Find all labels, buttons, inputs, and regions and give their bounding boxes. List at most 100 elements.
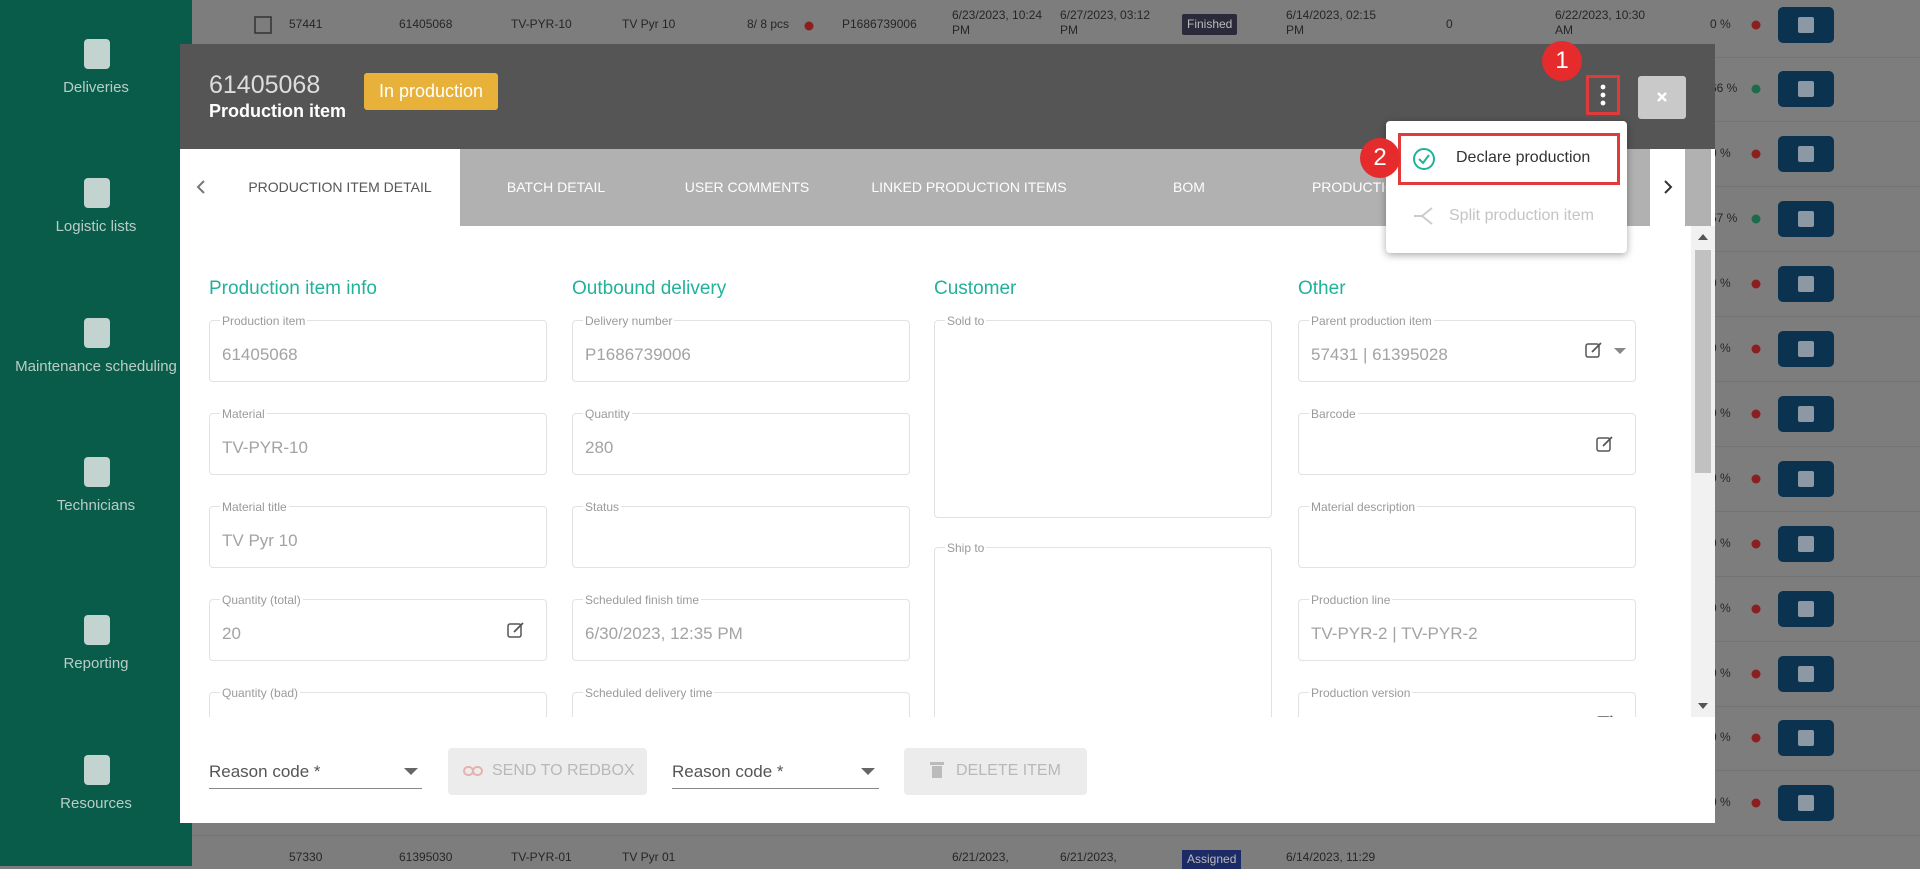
progress-dot	[1751, 539, 1761, 549]
form-field[interactable]: Sold to	[934, 314, 1272, 518]
form-field[interactable]: Quantity (bad)	[209, 686, 547, 717]
print-button[interactable]	[1778, 655, 1834, 692]
sidebar-label[interactable]: Logistic lists	[55, 218, 137, 235]
reason-code-select-1[interactable]: Reason code *	[209, 754, 422, 789]
print-button[interactable]	[1778, 525, 1834, 562]
scrollbar[interactable]	[1691, 226, 1715, 717]
field-value: 280	[585, 438, 614, 457]
tab[interactable]: PRODUCTION ITEM DETAIL	[248, 179, 432, 195]
field-label: Delivery number	[583, 314, 675, 328]
print-button[interactable]	[1778, 266, 1834, 303]
sidebar-label[interactable]: Deliveries	[63, 79, 129, 96]
print-button[interactable]	[1778, 201, 1834, 238]
field-value: 6/30/2023, 12:35 PM	[585, 624, 743, 643]
sidebar-icon	[84, 178, 110, 208]
caret	[861, 768, 875, 775]
form-field[interactable]: Barcode	[1298, 407, 1636, 475]
tab[interactable]: PRODUCTION	[1311, 179, 1407, 195]
form-field[interactable]: Status	[572, 500, 910, 568]
table-cell: 57441	[289, 17, 323, 31]
table-cell: TV Pyr 10	[622, 17, 676, 31]
sidebar-label[interactable]: Reporting	[63, 655, 129, 672]
tab[interactable]: LINKED PRODUCTION ITEMS	[871, 179, 1067, 195]
menu-item[interactable]: Declare production	[1456, 149, 1591, 166]
close-button[interactable]	[1638, 76, 1686, 119]
print-button[interactable]	[1778, 395, 1834, 432]
progress-dot	[1751, 733, 1761, 743]
tab-left-arrow[interactable]	[180, 149, 215, 226]
form-field[interactable]: Delivery number P1686739006	[572, 314, 910, 382]
sidebar-label[interactable]: Maintenance scheduling	[15, 358, 177, 375]
print-button[interactable]	[1778, 720, 1834, 757]
print-button[interactable]	[1778, 331, 1834, 367]
highlight-box	[1586, 75, 1620, 115]
field-label: Quantity (total)	[220, 593, 303, 607]
table-cell: TV-PYR-01	[511, 850, 572, 864]
sidebar-label[interactable]: Technicians	[56, 497, 136, 514]
form-field[interactable]: Scheduled finish time 6/30/2023, 12:35 PM	[572, 593, 910, 661]
button-label: DELETE ITEM	[956, 762, 1061, 779]
table-cell: P1686739006	[842, 17, 917, 31]
delete-item-button[interactable]: DELETE ITEM	[904, 748, 1087, 795]
progress-dot	[1751, 798, 1761, 808]
send-to-redbox-button[interactable]: SEND TO REDBOX	[448, 748, 647, 795]
more-button[interactable]	[1586, 75, 1620, 115]
table-cell: 6/14/2023, 11:29	[1286, 850, 1376, 864]
table-cell: TV Pyr 01	[622, 850, 676, 864]
status-badge: In production	[364, 73, 498, 110]
sidebar-label[interactable]: Resources	[60, 795, 132, 812]
progress-label: 0 %	[1710, 600, 1731, 615]
form-field[interactable]: Parent production item 57431 | 61395028	[1298, 314, 1636, 382]
print-button[interactable]	[1778, 785, 1834, 822]
progress-dot	[1751, 409, 1761, 419]
print-button[interactable]	[1778, 136, 1834, 173]
print-button[interactable]	[1778, 590, 1834, 627]
reason-code-select-2[interactable]: Reason code *	[672, 754, 879, 789]
form-field[interactable]: Material TV-PYR-10	[209, 407, 547, 475]
highlight-box	[1398, 133, 1620, 185]
field-label: Parent production item	[1309, 314, 1434, 328]
status-dot	[804, 21, 814, 31]
field-label: Scheduled finish time	[583, 593, 702, 607]
checkbox[interactable]	[254, 16, 272, 34]
menu-item[interactable]: Split production item	[1449, 207, 1594, 224]
button-label: SEND TO REDBOX	[492, 762, 635, 779]
form-field[interactable]: Production version	[1298, 686, 1636, 717]
progress-dot	[1751, 84, 1761, 94]
table-cell: 6/21/2023,	[952, 850, 1009, 864]
edit-icon[interactable]	[1585, 341, 1603, 359]
progress-label: 0 %	[1710, 665, 1731, 680]
field-label: Ship to	[945, 541, 987, 555]
link-icon	[463, 766, 483, 776]
form-field[interactable]: Production item 61405068	[209, 314, 547, 382]
print-button[interactable]	[1778, 460, 1834, 497]
sidebar-icon	[84, 39, 110, 69]
callout: 1	[1542, 41, 1582, 81]
form-field[interactable]: Quantity 280	[572, 407, 910, 475]
tab-right-arrow[interactable]	[1650, 149, 1685, 226]
form-field[interactable]: Material description	[1298, 500, 1636, 568]
form-field[interactable]: Quantity (total) 20	[209, 593, 547, 661]
form-field[interactable]: Production line TV-PYR-2 | TV-PYR-2	[1298, 593, 1636, 661]
table-cell: 6/22/2023, 10:30 AM	[1555, 8, 1646, 37]
edit-icon[interactable]	[1596, 435, 1614, 453]
tab[interactable]: BOM	[1173, 179, 1205, 195]
tab[interactable]: BATCH DETAIL	[506, 179, 606, 195]
edit-icon[interactable]	[507, 621, 525, 639]
progress-label: 0 %	[1710, 146, 1731, 161]
table-cell: 6/14/2023, 02:15 PM	[1286, 8, 1377, 37]
print-button[interactable]	[1778, 6, 1834, 43]
table-cell: TV-PYR-10	[511, 17, 572, 31]
dropdown-caret[interactable]	[1614, 348, 1626, 355]
sidebar: Deliveries Logistic lists Maintenance sche…	[0, 0, 192, 866]
tab[interactable]: USER COMMENTS	[684, 179, 810, 195]
form-field[interactable]: Material title TV Pyr 10	[209, 500, 547, 568]
table-cell: Finished	[1182, 14, 1238, 35]
progress-dot	[1751, 474, 1761, 484]
form-field[interactable]: Scheduled delivery time	[572, 686, 910, 717]
table-cell: 6/21/2023,	[1060, 850, 1117, 864]
section-title: Outbound delivery	[572, 278, 727, 299]
form-field[interactable]: Ship to	[934, 541, 1272, 717]
field-label: Production item	[220, 314, 308, 328]
print-button[interactable]	[1778, 71, 1834, 108]
